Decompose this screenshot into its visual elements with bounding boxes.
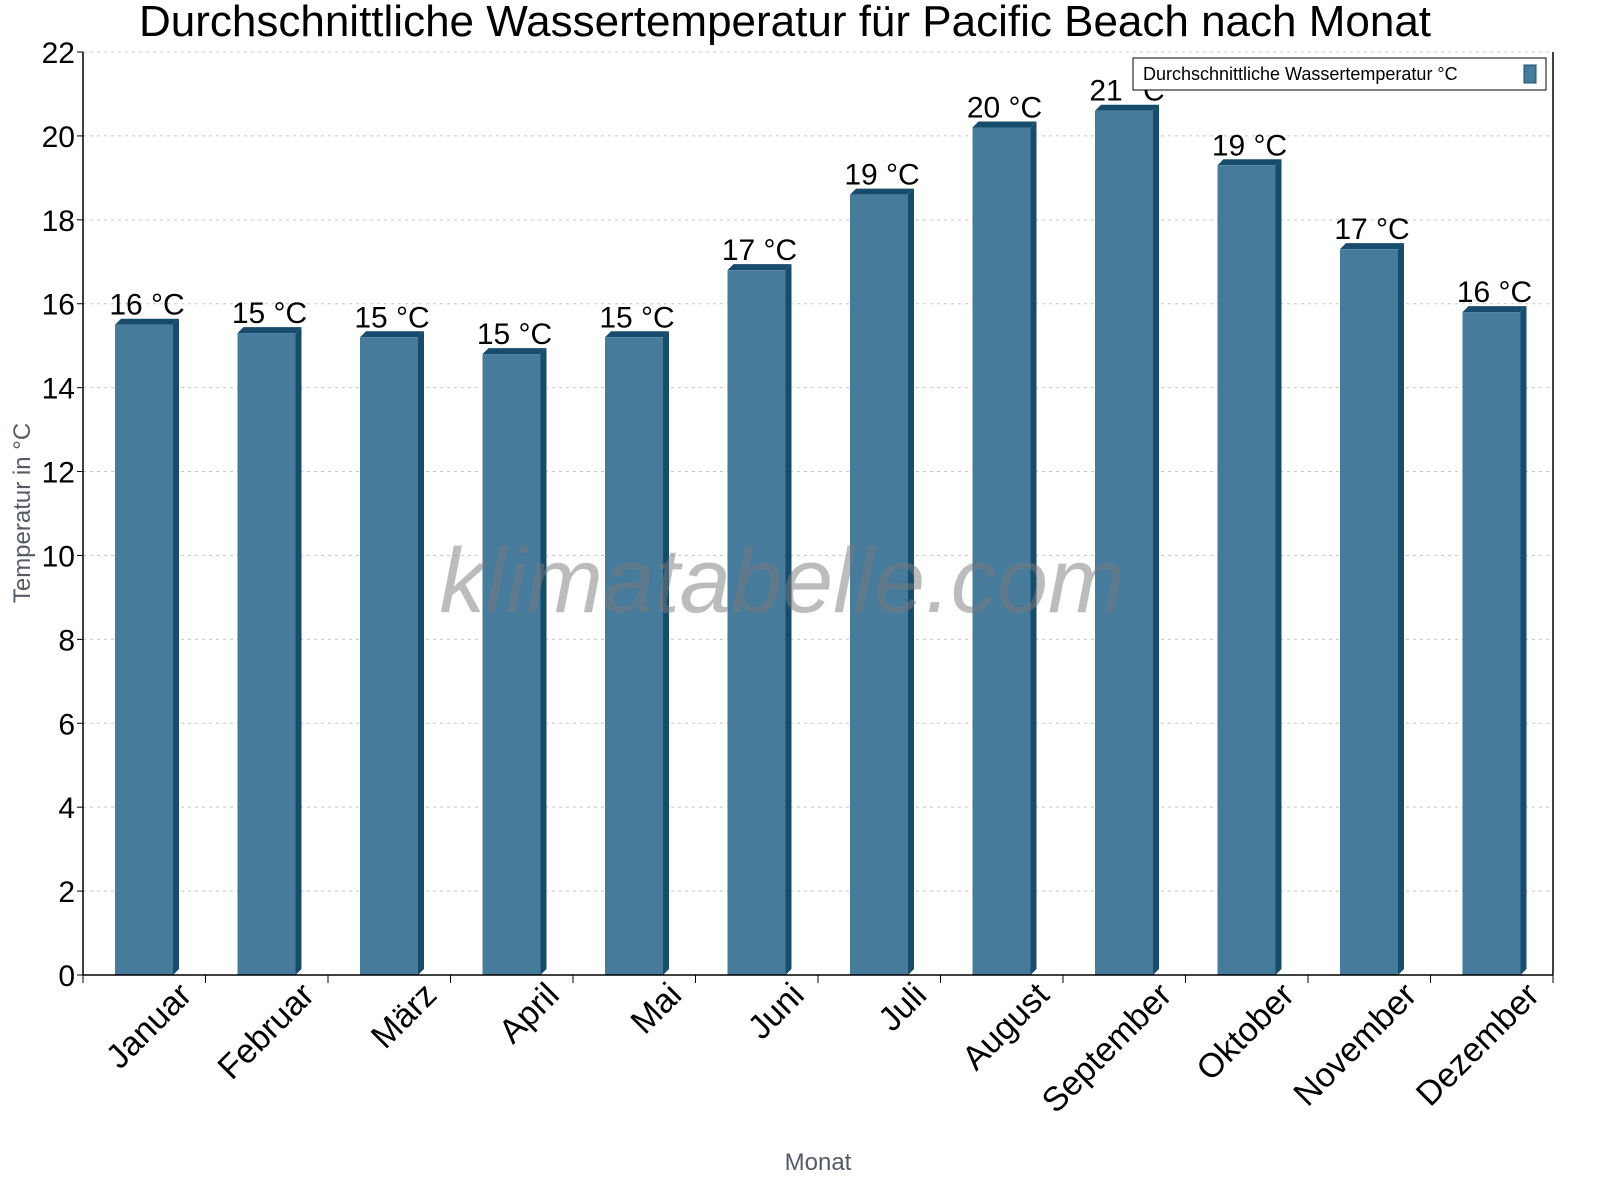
bar: 20 °C <box>967 92 1042 975</box>
bar-value-label: 15 °C <box>477 318 552 351</box>
bar-value-label: 16 °C <box>1457 276 1532 309</box>
x-tick-label: Juni <box>741 976 812 1047</box>
y-tick-label: 0 <box>58 960 75 993</box>
watermark: klimatabelle.com <box>439 530 1124 632</box>
bar: 15 °C <box>232 297 307 975</box>
bar-value-label: 19 °C <box>844 159 919 192</box>
bar: 19 °C <box>1212 129 1287 975</box>
y-tick-label: 16 <box>42 289 75 322</box>
bar-value-label: 19 °C <box>1212 129 1287 162</box>
bar-value-label: 17 °C <box>722 234 797 267</box>
x-tick-label: Februar <box>211 976 322 1087</box>
bar: 17 °C <box>1334 213 1410 975</box>
x-tick-label: April <box>492 976 567 1051</box>
bar: 16 °C <box>109 289 185 975</box>
y-tick-label: 22 <box>42 37 75 70</box>
bar-value-label: 15 °C <box>354 301 429 334</box>
bar-value-label: 20 °C <box>967 92 1042 125</box>
bar-value-label: 16 °C <box>109 289 184 322</box>
x-tick-label: Juli <box>871 976 934 1039</box>
y-tick-label: 6 <box>58 708 75 741</box>
x-axis-ticks: Januar Februar März April Mai Juni Juli AugustS… <box>82 975 1554 1120</box>
x-tick-label: Mai <box>624 976 690 1042</box>
bar: 21 °C <box>1089 75 1165 975</box>
y-tick-label: 10 <box>42 540 75 573</box>
y-tick-label: 2 <box>58 876 75 909</box>
bar: 19 °C <box>844 159 920 976</box>
bar-value-label: 15 °C <box>599 301 674 334</box>
x-tick-label: Januar <box>99 976 199 1076</box>
chart-title: Durchschnittliche Wassertemperatur für P… <box>139 0 1431 46</box>
x-tick-label: März <box>364 976 444 1056</box>
x-tick-label: September <box>1035 976 1179 1120</box>
bar: 15 °C <box>354 301 430 976</box>
bar: 15 °C <box>599 301 675 976</box>
bar-series: 16 °C 15 °C 15 °C 15 °C 15 °C 17 °C 19 °C 20 °C… <box>109 75 1532 976</box>
y-tick-label: 14 <box>42 373 75 406</box>
x-tick-label: Oktober <box>1189 976 1301 1088</box>
bar: 16 °C <box>1457 276 1532 976</box>
x-tick-label: August <box>955 975 1057 1077</box>
y-axis-title: Temperatur in °C <box>9 423 36 603</box>
y-tick-label: 20 <box>42 121 75 154</box>
x-axis-title: Monat <box>785 1149 852 1176</box>
y-axis-ticks: 0 2 4 6 8 10 12 14 16 18 20 22 <box>42 37 83 993</box>
y-tick-label: 12 <box>42 457 75 490</box>
bar: 15 °C <box>477 318 552 975</box>
legend: Durchschnittliche Wassertemperatur °C <box>1132 57 1547 91</box>
y-tick-label: 4 <box>58 792 75 825</box>
legend-label: Durchschnittliche Wassertemperatur °C <box>1143 64 1458 84</box>
legend-swatch <box>1523 64 1537 84</box>
bar: 17 °C <box>722 234 797 975</box>
bar-value-label: 15 °C <box>232 297 307 330</box>
y-tick-label: 8 <box>58 624 75 657</box>
x-tick-label: November <box>1286 976 1424 1114</box>
y-tick-label: 18 <box>42 205 75 238</box>
gridlines <box>83 51 1553 892</box>
bar-value-label: 17 °C <box>1334 213 1409 246</box>
x-tick-label: Dezember <box>1409 976 1547 1114</box>
